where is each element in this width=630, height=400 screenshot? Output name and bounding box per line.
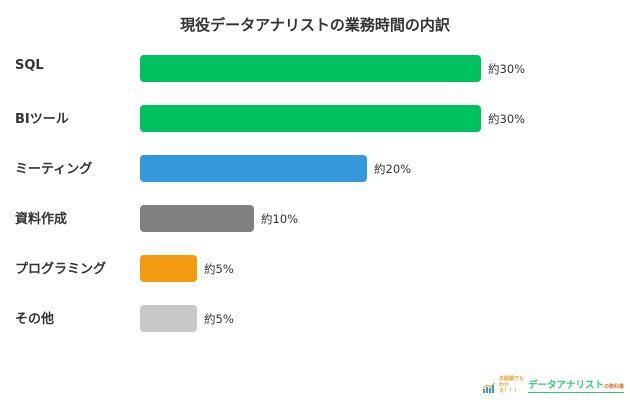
bar bbox=[140, 55, 481, 82]
bar-label: その他 bbox=[15, 312, 55, 327]
bar-value-label: 約30% bbox=[488, 62, 526, 76]
bar-value-label: 約5% bbox=[204, 312, 234, 326]
bar-row: その他 約5% bbox=[0, 305, 630, 333]
logo-title-text: データアナリスト bbox=[528, 380, 604, 391]
chart-logo-icon bbox=[482, 379, 496, 393]
bar-value-label: 約10% bbox=[261, 212, 299, 226]
chart-title: 現役データアナリストの業務時間の内訳 bbox=[180, 16, 450, 34]
bar-value-label: 約5% bbox=[204, 262, 234, 276]
bar-row: BIツール 約30% bbox=[0, 105, 630, 133]
bar-row: 資料作成 約10% bbox=[0, 205, 630, 233]
logo-tagline: 未経験でもわかる！！！ bbox=[499, 376, 525, 394]
bar-label: BIツール bbox=[15, 112, 69, 127]
bar bbox=[140, 105, 481, 132]
logo-title: データアナリストの教科書 bbox=[528, 377, 624, 393]
bar-value-label: 約30% bbox=[488, 112, 526, 126]
bar-row: プログラミング 約5% bbox=[0, 255, 630, 283]
bar-row: SQL 約30% bbox=[0, 55, 630, 83]
logo-subtitle: の教科書 bbox=[603, 384, 624, 390]
bar-label: プログラミング bbox=[15, 262, 107, 277]
bar bbox=[140, 255, 197, 282]
bar bbox=[140, 155, 367, 182]
bar-row: ミーティング 約20% bbox=[0, 155, 630, 183]
bar-label: ミーティング bbox=[15, 162, 93, 177]
bar bbox=[140, 205, 254, 232]
site-logo: 未経験でもわかる！！！ データアナリストの教科書 bbox=[482, 376, 624, 394]
bar-value-label: 約20% bbox=[374, 162, 412, 176]
bar bbox=[140, 305, 197, 332]
bar-label: 資料作成 bbox=[15, 212, 68, 227]
bar-label: SQL bbox=[15, 58, 44, 73]
